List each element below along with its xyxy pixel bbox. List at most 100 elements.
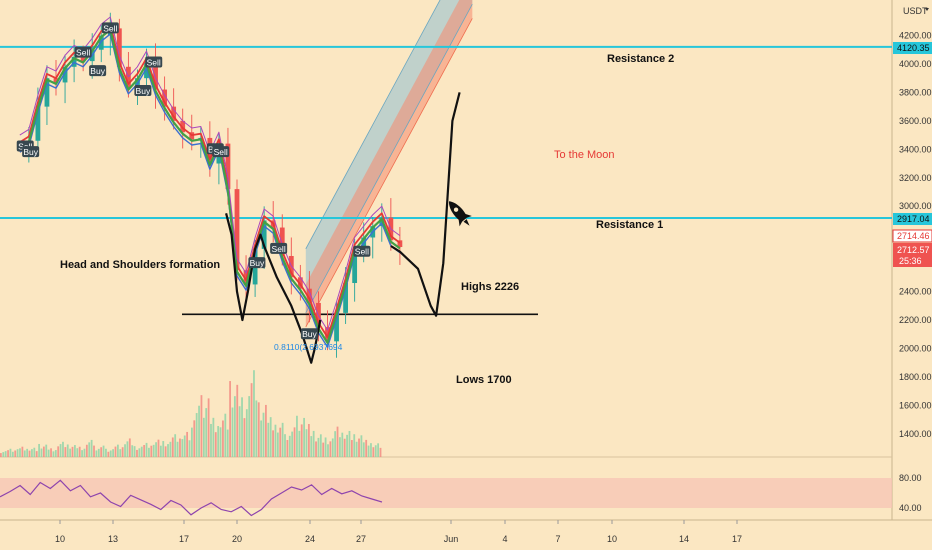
volume-bar: [19, 448, 21, 457]
rsi-tick-label: 80.00: [899, 473, 922, 483]
volume-bar: [38, 443, 40, 457]
tag-resistance-1-text: 2917.04: [897, 214, 930, 224]
head-shoulders-drawing: [225, 213, 322, 364]
tag-last-high: 2714.46: [892, 229, 932, 243]
volume-bar: [81, 450, 83, 457]
candle-body: [44, 78, 50, 107]
volume-bar: [164, 446, 167, 457]
signal-text: Buy: [302, 329, 317, 339]
volume-bar: [224, 413, 227, 457]
volume-bar: [305, 429, 308, 457]
sell-signal: Sell: [270, 242, 288, 254]
volume-bar: [341, 432, 344, 457]
volume-bar: [2, 452, 5, 457]
time-tick-label: 10: [607, 534, 617, 544]
signal-text: Sell: [214, 147, 228, 157]
signal-text: Buy: [90, 66, 105, 76]
volume-bar: [327, 444, 329, 457]
currency-dropdown-icon[interactable]: [925, 8, 929, 11]
volume-bar: [355, 441, 358, 457]
price-tick-label: 4000.00: [899, 59, 932, 69]
volume-bar: [272, 430, 274, 457]
rsi-line: [0, 479, 383, 517]
volume-bar: [214, 432, 217, 457]
volume-bar: [136, 449, 138, 457]
annotation-head-and-shoulders: Head and Shoulders formation: [60, 259, 220, 271]
projection-drawing: [390, 92, 461, 317]
buy-signal: Buy: [22, 146, 40, 158]
volume-bar: [219, 427, 222, 457]
volume-bar: [319, 434, 322, 457]
regression-channel[interactable]: [305, 0, 473, 328]
volume-bar: [236, 384, 239, 457]
volume-bar: [148, 447, 150, 457]
volume-bar: [231, 407, 234, 457]
buy-signal: Buy: [89, 65, 107, 77]
volume-bar: [119, 449, 122, 457]
rsi-axis-ticks: 80.00 40.00: [899, 473, 922, 513]
candle-body: [334, 312, 339, 342]
volume-bar: [78, 446, 81, 457]
volume-bar: [207, 398, 210, 457]
candle-body: [279, 227, 285, 256]
volume-bar: [181, 439, 184, 457]
time-tick-label: 13: [108, 534, 118, 544]
price-tick-label: 3400.00: [899, 144, 932, 154]
volume-bar: [143, 445, 146, 457]
volume-bar: [183, 435, 186, 457]
tag-last-high-text: 2714.46: [897, 231, 930, 241]
volume-bar: [14, 450, 17, 457]
candle-body: [98, 35, 104, 50]
volume-bar: [59, 444, 62, 457]
candle-body: [343, 283, 348, 313]
signal-background: [248, 257, 266, 269]
sell-signal: Sell: [212, 146, 230, 158]
candle-body: [53, 78, 59, 83]
ma-green-line: [19, 28, 401, 344]
volume-bar: [64, 447, 67, 457]
volume-bar: [157, 439, 160, 457]
volume-bar: [222, 420, 224, 457]
rsi-tick-label: 40.00: [899, 503, 922, 513]
volume-bar: [250, 383, 253, 457]
signal-text: Buy: [136, 86, 151, 96]
tag-last-price-text: 2712.57: [897, 245, 930, 255]
volume-bar: [16, 449, 19, 457]
signal-text: Sell: [147, 58, 161, 68]
volume-bar: [296, 415, 298, 457]
volume-bar: [9, 448, 12, 457]
time-tick-label: 24: [305, 534, 315, 544]
signal-background: [212, 146, 230, 158]
fib-label: 0.8110(2.6937694: [274, 342, 343, 352]
candle-body: [35, 106, 41, 141]
signal-text: Buy: [250, 258, 265, 268]
volume-bar: [245, 409, 248, 457]
volume-bar: [281, 422, 284, 457]
volume-bar: [374, 445, 377, 457]
volume-bar: [131, 445, 134, 457]
candle-body: [397, 240, 403, 248]
volume-bar: [286, 440, 289, 457]
signal-background: [89, 65, 107, 77]
hand-drawings[interactable]: [225, 92, 461, 364]
volume-bar: [74, 445, 76, 457]
volume-bar: [150, 445, 153, 457]
tag-resistance-2-text: 4120.35: [897, 43, 930, 53]
volume-bar: [229, 381, 231, 457]
volume-bar: [35, 451, 38, 457]
volume-bar: [191, 427, 193, 457]
price-tick-label: 2400.00: [899, 287, 932, 297]
signal-text: Sell: [103, 23, 117, 33]
volume-bar: [312, 430, 315, 457]
volume-bar: [315, 441, 317, 457]
volume-bar: [300, 424, 303, 457]
volume-bar: [276, 432, 279, 457]
volume-bar: [33, 447, 36, 457]
volume-bar: [212, 417, 215, 457]
volume-bar: [200, 395, 203, 457]
volume-bar: [274, 424, 277, 457]
buy-signal: Buy: [134, 84, 152, 96]
volume-bars: [0, 370, 382, 457]
